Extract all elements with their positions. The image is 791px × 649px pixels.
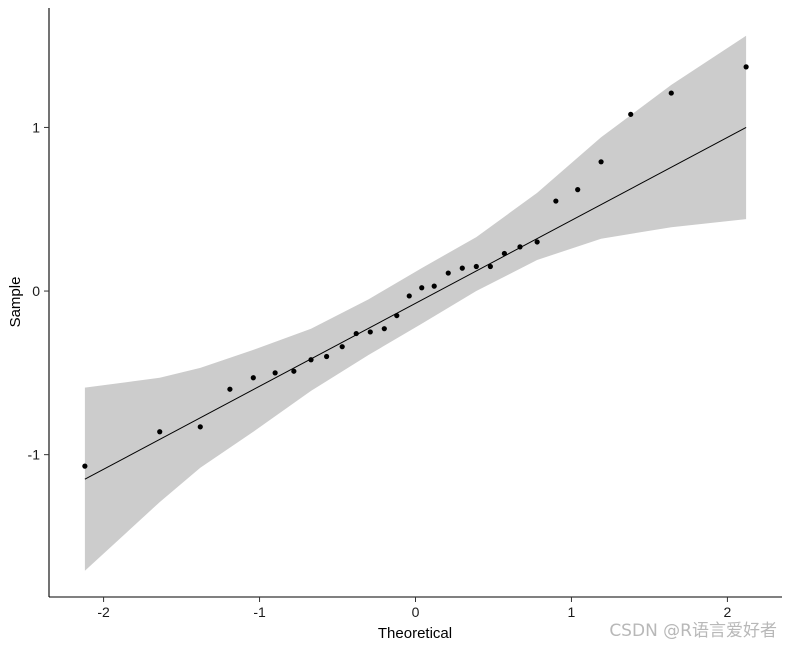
reference-line: [84, 126, 747, 480]
y-tick-label: 1: [32, 119, 40, 135]
data-point-6: [272, 370, 278, 376]
data-point-22: [501, 250, 507, 257]
data-point-15: [406, 293, 412, 299]
y-tick-label: 0: [32, 283, 40, 299]
data-point-8: [308, 357, 314, 363]
x-tick-label: 1: [568, 604, 576, 620]
data-point-27: [598, 159, 604, 165]
x-axis-title: Theoretical: [378, 625, 452, 642]
reference-line-layer: [84, 126, 747, 480]
data-point-11: [353, 330, 359, 337]
data-point-3: [197, 424, 203, 430]
x-tick-label: -1: [253, 604, 266, 620]
data-point-14: [394, 312, 400, 319]
data-point-17: [431, 283, 437, 289]
x-tick-label: 2: [724, 604, 732, 620]
data-point-12: [367, 329, 373, 335]
data-point-13: [381, 326, 387, 332]
data-point-10: [339, 344, 345, 350]
data-point-18: [445, 270, 451, 276]
x-tick-label: -2: [97, 604, 110, 620]
data-point-19: [459, 265, 465, 271]
data-point-2: [157, 429, 163, 435]
y-axis-title: Sample: [7, 277, 24, 328]
data-point-20: [473, 263, 479, 270]
data-point-25: [553, 198, 559, 204]
axes: -2 -1 0 1 2 -1 0 1: [28, 8, 782, 620]
x-tick-label: 0: [412, 604, 420, 620]
data-point-7: [291, 368, 297, 374]
data-point-16: [419, 285, 425, 291]
data-point-24: [534, 239, 540, 245]
data-point-23: [517, 244, 523, 250]
watermark-text: CSDN @R语言爱好者: [609, 621, 777, 641]
data-point-28: [628, 111, 634, 117]
data-point-9: [324, 353, 330, 360]
data-point-29: [668, 90, 674, 96]
data-point-5: [250, 375, 256, 381]
sample-points-layer: [82, 64, 749, 469]
y-tick-label: -1: [28, 447, 41, 463]
data-point-1: [82, 463, 88, 469]
data-point-21: [487, 263, 493, 270]
data-point-4: [227, 386, 233, 392]
data-point-30: [743, 64, 749, 70]
data-point-26: [575, 187, 581, 193]
